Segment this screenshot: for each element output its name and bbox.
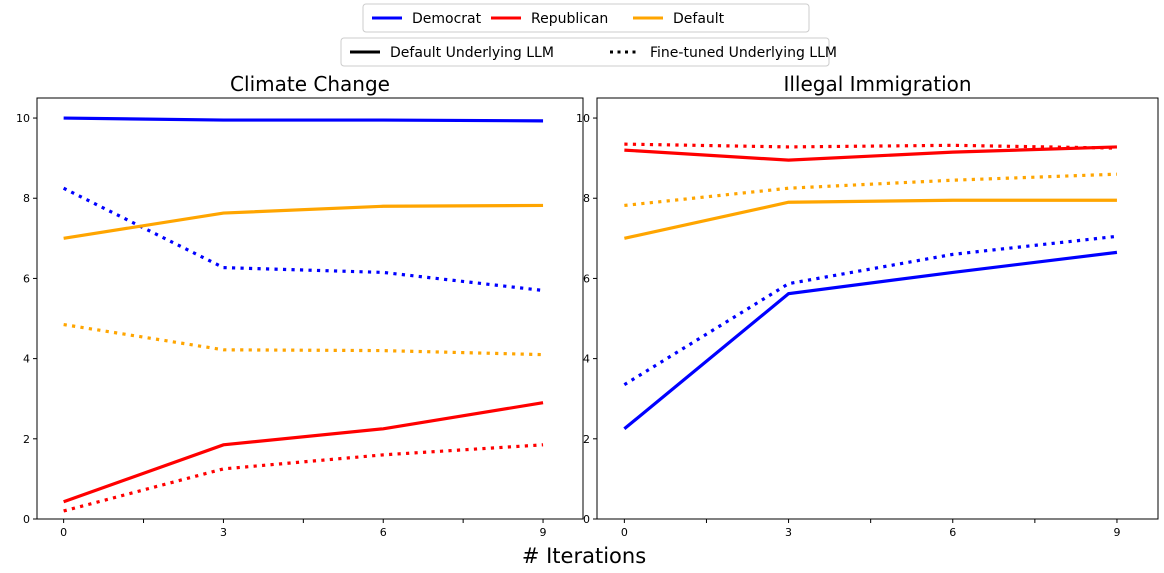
y-tick-label: 6 [583,272,590,285]
y-tick-label: 10 [16,112,30,125]
series-line-democrat-solid [623,250,1118,431]
legend-label: Default Underlying LLM [390,45,554,61]
x-tick-label: 0 [60,526,67,539]
y-tick-label: 0 [23,513,30,526]
legend-label: Democrat [412,11,482,27]
series-line-republican-dotted [624,142,1117,150]
axes-frame [596,97,1159,520]
panel-climate-change: Climate Change 0 2 4 6 8 10 0 3 6 9 [16,72,584,539]
axes-frame [36,97,584,520]
x-tick-label: 0 [621,526,628,539]
legend-label: Default [673,11,725,27]
y-tick-label: 0 [583,513,590,526]
x-tick-label: 9 [1113,526,1120,539]
y-tick-label: 2 [583,433,590,446]
y-tick-label: 8 [583,192,590,205]
series-line-default-solid [63,203,544,240]
legend-style: Default Underlying LLM Fine-tuned Underly… [340,37,837,67]
y-tick-label: 6 [23,272,30,285]
panel-title: Climate Change [230,72,390,96]
series-line-republican-solid [624,145,1118,162]
series-line-default-dotted [63,322,544,357]
y-tick-label: 4 [583,353,590,366]
series-line-democrat-dotted [62,186,544,293]
y-tick-label: 4 [23,353,30,366]
y-tick-label: 10 [576,112,590,125]
x-tick-label: 6 [949,526,956,539]
legend-party: Democrat Republican Default [362,3,810,33]
x-tick-label: 3 [785,526,792,539]
y-tick-label: 8 [23,192,30,205]
series-line-republican-solid [63,401,544,504]
panel-illegal-immigration: Illegal Immigration 0 2 4 6 8 10 0 3 6 9 [576,72,1159,539]
panel-title: Illegal Immigration [783,72,971,96]
legend-label: Republican [531,11,608,27]
x-axis-label: # Iterations [522,544,646,568]
series-line-default-dotted [624,172,1118,208]
series-line-default-solid [624,198,1117,240]
series-line-democrat-solid [63,116,544,123]
x-tick-label: 6 [380,526,387,539]
series-line-republican-dotted [63,443,544,513]
x-tick-label: 9 [540,526,547,539]
series-line-democrat-dotted [623,234,1118,387]
y-tick-label: 2 [23,433,30,446]
x-tick-label: 3 [220,526,227,539]
legend-label: Fine-tuned Underlying LLM [650,45,837,61]
